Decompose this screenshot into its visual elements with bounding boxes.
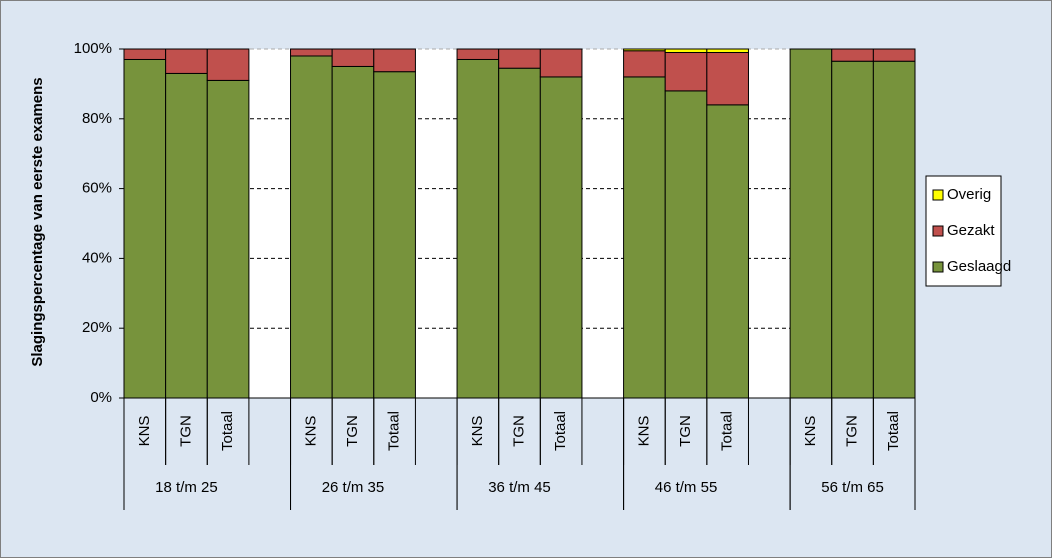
x-tick-label: KNS <box>635 416 652 447</box>
legend-swatch <box>932 261 944 273</box>
group-label: 56 t/m 65 <box>821 479 884 496</box>
bar-segment <box>373 48 416 73</box>
x-tick-label: KNS <box>802 416 819 447</box>
bar-segment <box>706 104 749 399</box>
bar-segment <box>539 76 583 399</box>
x-tick-label: KNS <box>136 416 153 447</box>
bar-segment <box>539 48 583 78</box>
bar-segment <box>290 55 333 399</box>
bar-segment <box>165 48 208 74</box>
bar-segment <box>123 58 167 399</box>
group-label: 36 t/m 45 <box>488 479 551 496</box>
bar-segment <box>290 48 333 57</box>
bar-segment <box>456 58 500 399</box>
bar-segment <box>664 51 708 92</box>
x-tick-label: Totaal <box>719 411 736 451</box>
bar-segment <box>872 60 916 399</box>
x-tick-label: TGN <box>677 415 694 447</box>
bar-segment <box>498 67 541 399</box>
y-tick-label: 0% <box>90 389 112 406</box>
x-tick-label: TGN <box>344 415 361 447</box>
x-tick-label: KNS <box>469 416 486 447</box>
bar-segment <box>872 48 916 62</box>
bar-segment <box>706 48 749 53</box>
x-tick-label: TGN <box>177 415 194 447</box>
bar-segment <box>789 48 833 399</box>
x-tick-label: Totaal <box>386 411 403 451</box>
bar-segment <box>623 76 666 399</box>
bar-segment <box>623 50 666 78</box>
x-tick-label: Totaal <box>885 411 902 451</box>
bar-segment <box>664 48 708 53</box>
bar-segment <box>623 48 666 52</box>
group-label: 26 t/m 35 <box>322 479 385 496</box>
x-tick-label: Totaal <box>552 411 569 451</box>
bar-segment <box>165 72 208 399</box>
bar-segment <box>206 79 250 399</box>
bar-segment <box>123 48 167 60</box>
y-tick-label: 20% <box>82 319 112 336</box>
legend-swatch <box>932 225 944 237</box>
bar-segment <box>664 90 708 399</box>
y-tick-label: 60% <box>82 180 112 197</box>
bar-segment <box>831 48 874 62</box>
x-tick-label: KNS <box>302 416 319 447</box>
bar-segment <box>831 60 874 399</box>
legend-label: Overig <box>947 186 991 203</box>
bar-segment <box>331 48 375 67</box>
x-tick-label: TGN <box>510 415 527 447</box>
y-tick-label: 100% <box>74 40 112 57</box>
bar-segment <box>706 51 749 106</box>
bar-segment <box>456 48 500 60</box>
bar-segment <box>373 71 416 399</box>
bar-segment <box>331 65 375 399</box>
group-label: 18 t/m 25 <box>155 479 218 496</box>
y-tick-label: 80% <box>82 110 112 127</box>
y-tick-label: 40% <box>82 249 112 266</box>
x-tick-label: TGN <box>844 415 861 447</box>
legend-label: Gezakt <box>947 222 995 239</box>
y-axis-label: Slagingspercentage van eerste examens <box>29 77 46 366</box>
bar-segment <box>498 48 541 69</box>
bar-segment <box>206 48 250 81</box>
legend-swatch <box>932 189 944 201</box>
x-tick-label: Totaal <box>219 411 236 451</box>
legend-label: Geslaagd <box>947 258 1011 275</box>
group-label: 46 t/m 55 <box>655 479 718 496</box>
